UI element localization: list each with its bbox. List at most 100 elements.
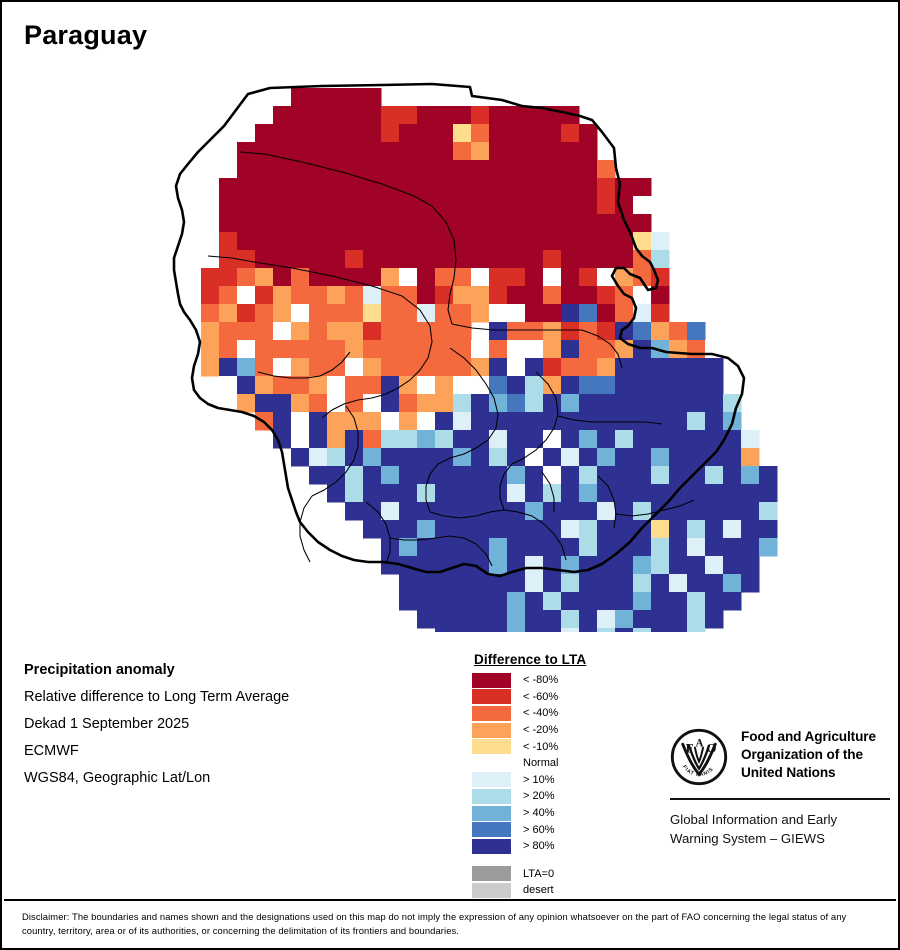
legend-entry-swatch xyxy=(472,689,511,705)
legend-entry-row[interactable]: < -20% xyxy=(472,722,632,739)
raster-cell xyxy=(363,250,382,269)
raster-cell xyxy=(525,610,544,629)
raster-cell xyxy=(687,322,706,341)
raster-cell xyxy=(471,340,490,359)
raster-cell xyxy=(219,286,238,305)
raster-cell xyxy=(291,304,310,323)
raster-cell xyxy=(669,538,688,557)
raster-cell xyxy=(597,232,616,251)
raster-cell xyxy=(417,340,436,359)
raster-cell xyxy=(291,196,310,215)
raster-cell xyxy=(381,466,400,485)
raster-cell xyxy=(453,610,472,629)
raster-cell xyxy=(633,214,652,233)
raster-cell xyxy=(543,430,562,449)
raster-cell xyxy=(543,574,562,593)
raster-cell xyxy=(237,268,256,287)
raster-cell xyxy=(579,394,598,413)
legend-entry-swatch xyxy=(472,705,511,721)
raster-cell xyxy=(489,142,508,161)
raster-cell xyxy=(489,574,508,593)
fao-divider xyxy=(670,798,890,800)
raster-cell xyxy=(471,214,490,233)
raster-cell xyxy=(543,178,562,197)
legend-entry-row[interactable]: < -10% xyxy=(472,738,632,755)
raster-cell xyxy=(579,574,598,593)
raster-cell xyxy=(507,610,526,629)
raster-cell xyxy=(651,556,670,575)
raster-cell xyxy=(507,484,526,503)
raster-cell xyxy=(597,502,616,521)
legend-entry-row[interactable]: > 60% xyxy=(472,821,632,838)
raster-cell xyxy=(615,304,634,323)
raster-cell xyxy=(741,556,760,575)
raster-cell xyxy=(651,592,670,611)
raster-cell xyxy=(543,448,562,467)
legend-entry-row[interactable]: > 80% xyxy=(472,838,632,855)
raster-cell xyxy=(363,88,382,107)
raster-cell xyxy=(651,628,670,632)
raster-cell xyxy=(669,466,688,485)
raster-cell xyxy=(507,340,526,359)
raster-cell xyxy=(345,466,364,485)
raster-cell xyxy=(705,592,724,611)
raster-cell xyxy=(687,502,706,521)
raster-cell xyxy=(543,628,562,632)
raster-cell xyxy=(597,466,616,485)
map-panel[interactable] xyxy=(2,72,898,632)
raster-cell xyxy=(723,484,742,503)
raster-cell xyxy=(579,502,598,521)
raster-cell xyxy=(579,322,598,341)
raster-cell xyxy=(723,502,742,521)
raster-cell xyxy=(381,232,400,251)
raster-cell xyxy=(453,466,472,485)
raster-cell xyxy=(597,520,616,539)
paraguay-anomaly-map[interactable] xyxy=(2,72,898,632)
raster-cell xyxy=(561,106,580,125)
raster-cell xyxy=(291,340,310,359)
legend-entry-row[interactable]: < -40% xyxy=(472,705,632,722)
raster-cell xyxy=(417,268,436,287)
raster-cell xyxy=(669,412,688,431)
legend-entry-row[interactable]: > 10% xyxy=(472,772,632,789)
raster-cell xyxy=(687,358,706,377)
legend-extra-row[interactable]: desert xyxy=(472,882,632,899)
legend-entry-row[interactable]: > 20% xyxy=(472,788,632,805)
raster-cell xyxy=(489,376,508,395)
legend-entry-row[interactable]: < -80% xyxy=(472,672,632,689)
legend-entry-label: > 40% xyxy=(523,807,555,820)
raster-cell xyxy=(633,484,652,503)
raster-cell xyxy=(327,286,346,305)
legend-extra-row[interactable]: LTA=0 xyxy=(472,866,632,883)
raster-cell xyxy=(219,376,238,395)
raster-cell xyxy=(435,322,454,341)
raster-cell xyxy=(633,610,652,629)
legend-entry-row[interactable]: < -60% xyxy=(472,689,632,706)
raster-cell xyxy=(705,556,724,575)
raster-cell xyxy=(525,178,544,197)
raster-cell xyxy=(273,340,292,359)
raster-cell xyxy=(705,376,724,395)
raster-cell xyxy=(687,484,706,503)
raster-cell xyxy=(291,394,310,413)
raster-cell xyxy=(687,466,706,485)
raster-cell xyxy=(327,304,346,323)
raster-cell xyxy=(399,502,418,521)
legend-entry-row[interactable]: > 40% xyxy=(472,805,632,822)
raster-cell xyxy=(327,484,346,503)
legend-entry-swatch xyxy=(472,739,511,755)
legend-entry-row[interactable]: Normal xyxy=(472,755,632,772)
raster-cell xyxy=(291,430,310,449)
raster-cell xyxy=(651,250,670,269)
raster-cell xyxy=(255,232,274,251)
raster-cell xyxy=(327,88,346,107)
legend-entry-swatch xyxy=(472,672,511,688)
raster-cell xyxy=(579,466,598,485)
raster-cell xyxy=(327,448,346,467)
raster-cell xyxy=(435,466,454,485)
raster-cell xyxy=(399,358,418,377)
raster-cell xyxy=(363,430,382,449)
raster-cell xyxy=(669,502,688,521)
raster-cell xyxy=(507,592,526,611)
raster-cell xyxy=(291,214,310,233)
